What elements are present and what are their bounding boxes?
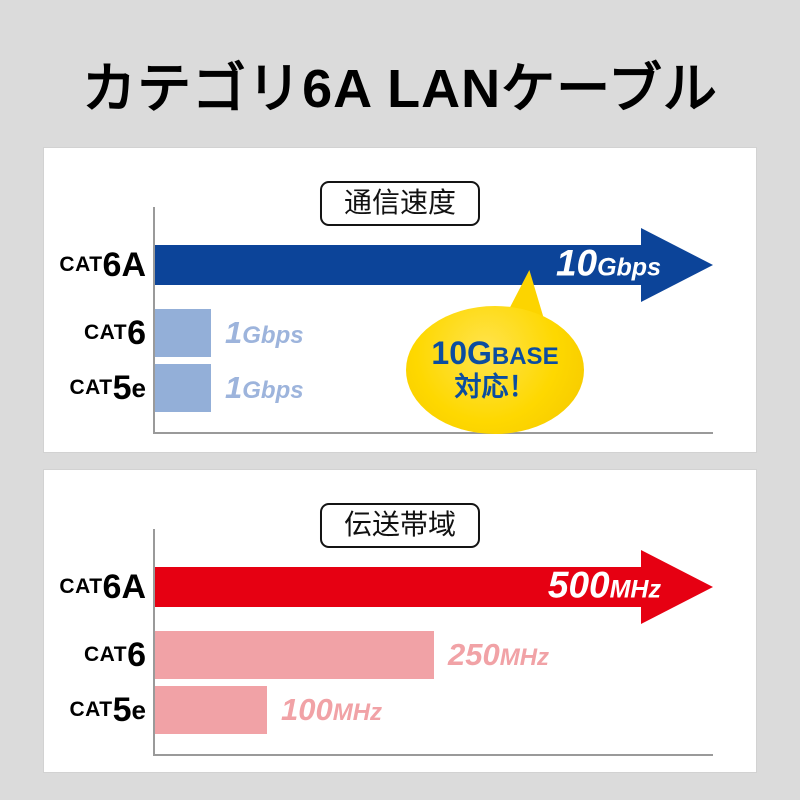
arrow-head-icon [641,228,713,302]
chart-speed-plot-area: 10Gbps 1Gbps 1Gbps [153,207,713,434]
category-label-cat6a: CAT 6A [59,567,146,606]
arrow-shaft: 10Gbps [155,242,661,285]
bandwidth-value-cat6a: 500MHz [547,564,661,606]
speed-bar-cat6 [155,309,211,357]
bandwidth-bar-cat6a-arrow: 500MHz [155,549,713,625]
balloon-text-10gbase: 10GBASE [431,335,559,371]
bandwidth-value-cat6: 250MHz [448,637,550,672]
speed-bar-cat6a-arrow: 10Gbps [155,227,713,303]
panel-bandwidth: 伝送帯域 CAT 6A CAT 6 CAT 5 e 500MHz [44,470,756,772]
bandwidth-bar-row-cat5e: 100MHz [155,686,713,734]
balloon-text-taiou: 対応！ [454,371,536,402]
speech-balloon-10gbase: 10GBASE 対応！ [406,306,584,434]
arrow-shaft: 500MHz [155,564,661,607]
category-label-cat6a: CAT 6A [59,245,146,284]
speed-value-cat5e: 1Gbps [225,370,304,405]
chart-bandwidth-plot-area: 500MHz 250MHz 100MHz [153,529,713,756]
bandwidth-bar-cat6 [155,631,434,679]
category-label-cat6: CAT 6 [83,635,146,674]
panel-speed: 通信速度 CAT 6A CAT 6 CAT 5 e 10Gbps [44,148,756,452]
bandwidth-value-cat5e: 100MHz [281,692,383,727]
category-label-cat6: CAT 6 [83,313,146,352]
chart-speed-category-labels: CAT 6A CAT 6 CAT 5 e [44,207,153,434]
panel-bandwidth-title-box: 伝送帯域 [319,503,481,548]
speed-bar-cat5e [155,364,211,412]
page-title: カテゴリ6A LANケーブル [82,59,718,119]
speed-bar-row-cat6: 1Gbps [155,309,713,357]
speed-value-cat6a: 10Gbps [555,242,661,284]
panel-speed-title-box: 通信速度 [319,181,481,226]
bandwidth-bar-row-cat6: 250MHz [155,631,713,679]
speed-bar-row-cat5e: 1Gbps [155,364,713,412]
arrow-head-icon [641,550,713,624]
chart-bandwidth: CAT 6A CAT 6 CAT 5 e 500MHz 250MH [44,529,713,756]
bandwidth-bar-cat5e [155,686,267,734]
speed-value-cat6: 1Gbps [225,315,304,350]
chart-bandwidth-category-labels: CAT 6A CAT 6 CAT 5 e [44,529,153,756]
category-label-cat5e: CAT 5 e [69,690,147,729]
category-label-cat5e: CAT 5 e [69,368,147,407]
chart-speed: CAT 6A CAT 6 CAT 5 e 10Gbps 1Gbps [44,207,713,434]
